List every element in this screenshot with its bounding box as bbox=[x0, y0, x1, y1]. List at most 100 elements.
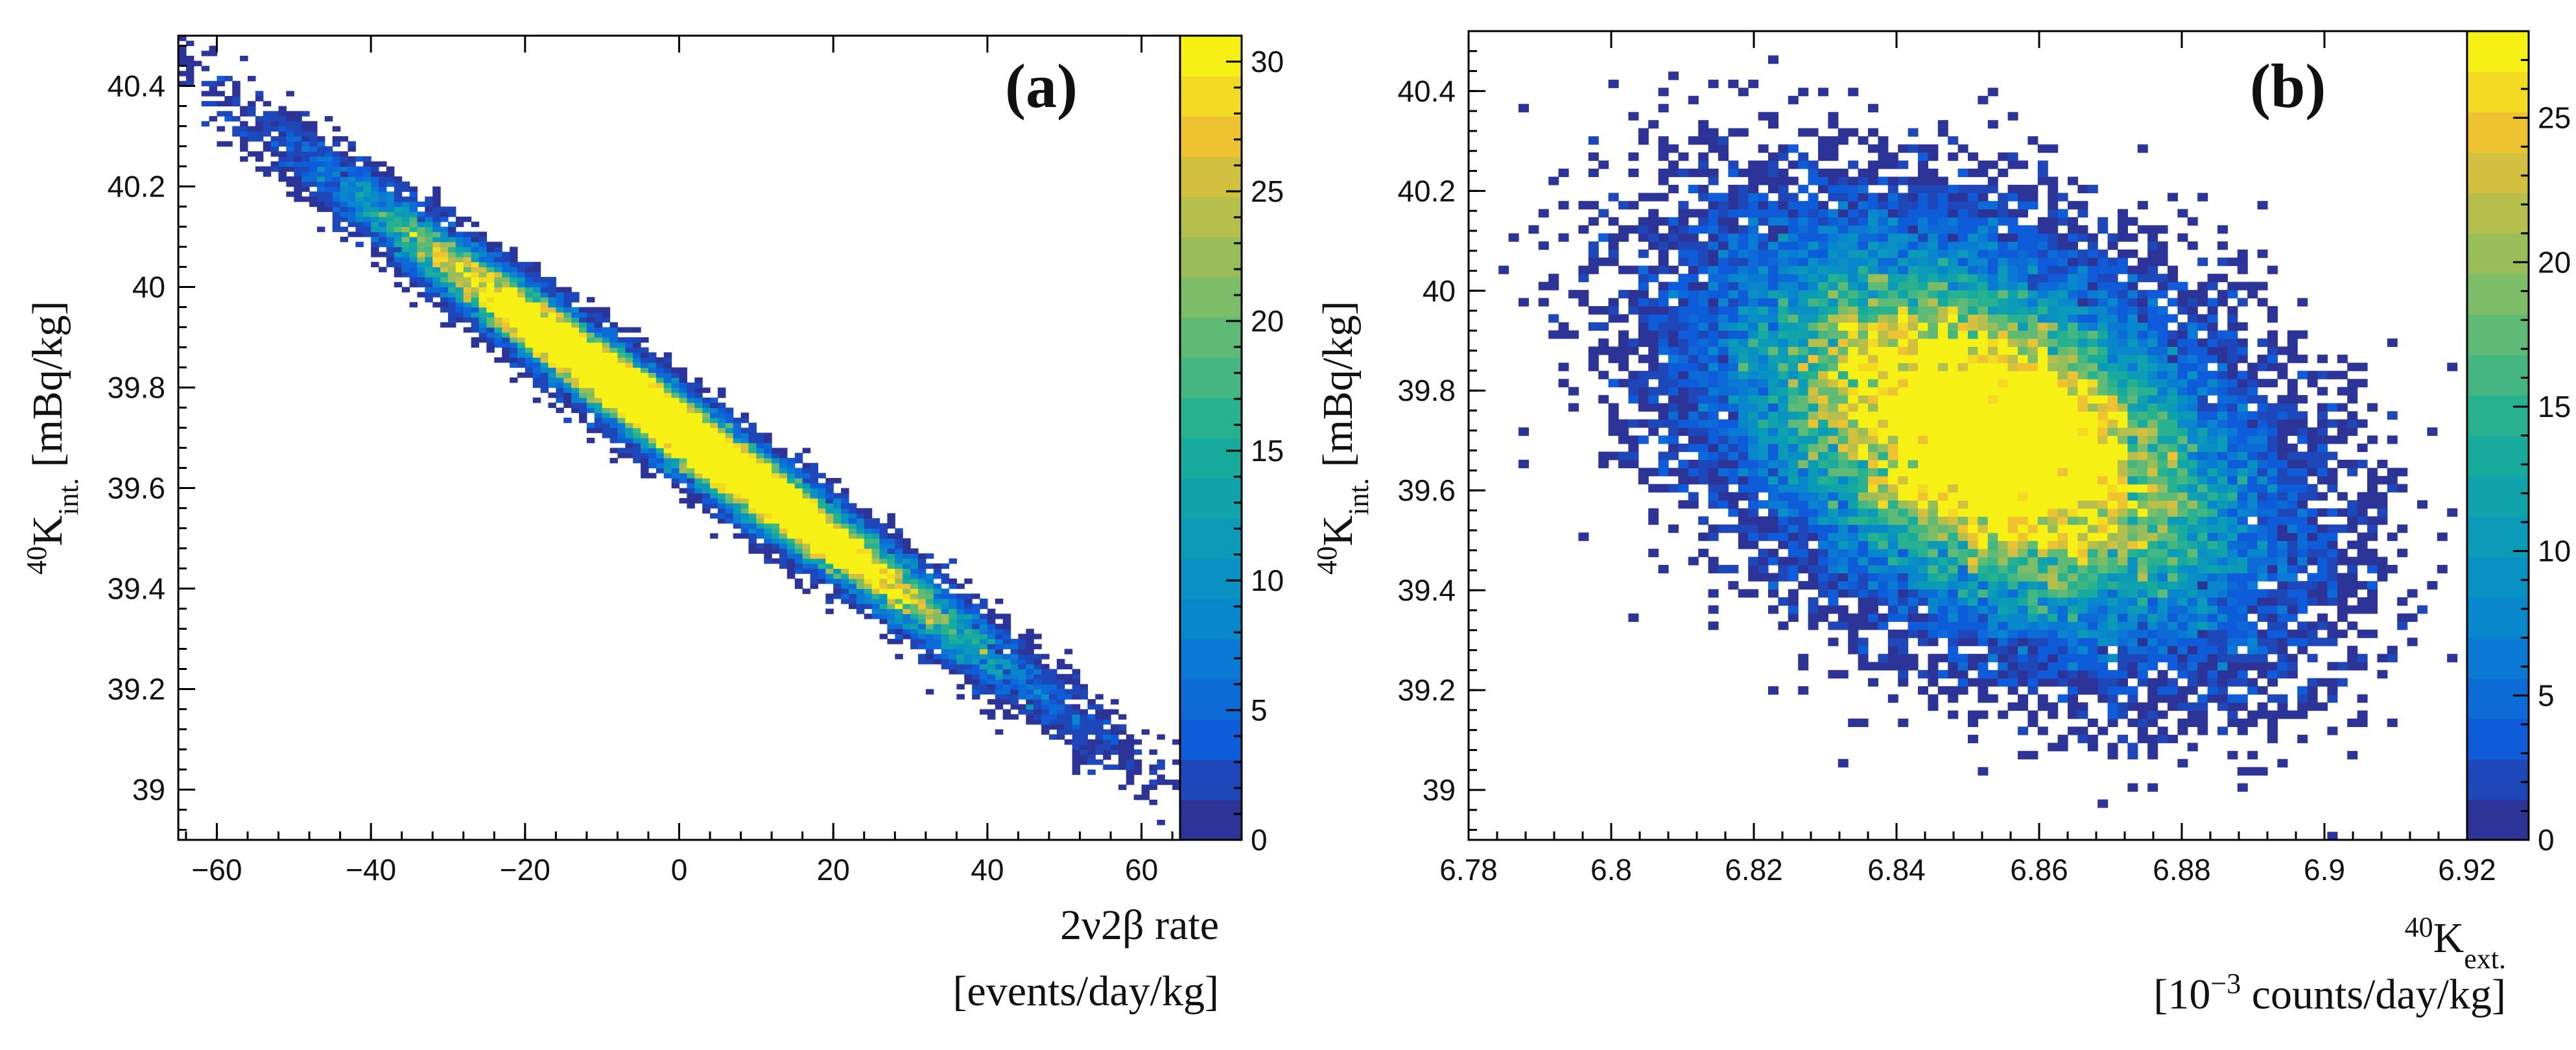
heatmap-cell bbox=[2027, 710, 2038, 719]
heatmap-cell bbox=[579, 342, 587, 348]
heatmap-cell bbox=[2127, 468, 2138, 477]
heatmap-cell bbox=[2287, 468, 2298, 477]
heatmap-cell bbox=[1887, 492, 1898, 501]
heatmap-cell bbox=[548, 377, 556, 383]
heatmap-cell bbox=[332, 201, 341, 208]
heatmap-cell bbox=[2087, 662, 2098, 671]
heatmap-cell bbox=[2197, 427, 2208, 436]
heatmap-cell bbox=[694, 398, 703, 403]
heatmap-cell bbox=[1928, 468, 1939, 477]
heatmap-cell bbox=[2217, 670, 2228, 679]
heatmap-cell bbox=[263, 141, 272, 147]
heatmap-cell bbox=[887, 543, 895, 549]
heatmap-cell bbox=[2177, 662, 2188, 671]
heatmap-cell bbox=[1987, 580, 1998, 590]
heatmap-cell bbox=[2327, 678, 2338, 687]
heatmap-cell bbox=[2197, 710, 2208, 719]
heatmap-cell bbox=[2077, 395, 2088, 404]
heatmap-cell bbox=[1957, 508, 1968, 517]
heatmap-cell bbox=[2257, 573, 2268, 582]
heatmap-cell bbox=[2327, 403, 2338, 412]
heatmap-cell bbox=[1848, 540, 1859, 549]
heatmap-cell bbox=[609, 433, 619, 438]
heatmap-cell bbox=[1778, 484, 1789, 493]
heatmap-cell bbox=[1898, 403, 1909, 412]
heatmap-cell bbox=[1768, 411, 1778, 420]
heatmap-cell bbox=[348, 156, 356, 162]
heatmap-cell bbox=[340, 197, 349, 202]
heatmap-cell bbox=[409, 232, 418, 237]
heatmap-cell bbox=[486, 267, 495, 272]
heatmap-cell bbox=[972, 623, 980, 630]
heatmap-cell bbox=[1778, 540, 1789, 549]
heatmap-cell bbox=[656, 377, 665, 383]
heatmap-cell bbox=[1878, 565, 1889, 574]
heatmap-cell bbox=[2237, 451, 2248, 460]
heatmap-cell bbox=[1868, 613, 1878, 622]
heatmap-cell bbox=[2207, 645, 2218, 654]
heatmap-cell bbox=[2127, 605, 2138, 614]
heatmap-cell bbox=[1738, 532, 1749, 542]
heatmap-cell bbox=[1878, 475, 1889, 484]
heatmap-cell bbox=[1957, 443, 1968, 453]
heatmap-cell bbox=[825, 478, 834, 484]
heatmap-cell bbox=[2037, 427, 2048, 436]
heatmap-cell bbox=[556, 297, 564, 303]
heatmap-cell bbox=[510, 267, 518, 272]
colorbar-band bbox=[1180, 639, 1242, 680]
heatmap-cell bbox=[2027, 605, 2038, 614]
colorbar-tick-label: 25 bbox=[1251, 174, 1284, 208]
heatmap-cell bbox=[371, 166, 379, 172]
heatmap-cell bbox=[301, 176, 310, 182]
heatmap-cell bbox=[679, 427, 687, 433]
heatmap-cell bbox=[2007, 411, 2018, 420]
heatmap-cell bbox=[717, 438, 726, 444]
heatmap-cell bbox=[532, 337, 541, 343]
heatmap-cell bbox=[825, 599, 834, 604]
heatmap-cell bbox=[479, 327, 487, 333]
heatmap-cell bbox=[609, 352, 619, 358]
heatmap-cell bbox=[602, 347, 611, 353]
heatmap-cell bbox=[2027, 492, 2038, 501]
heatmap-cell bbox=[332, 191, 341, 197]
heatmap-cell bbox=[694, 427, 703, 433]
heatmap-cell bbox=[1908, 419, 1919, 428]
heatmap-cell bbox=[633, 438, 641, 444]
heatmap-cell bbox=[371, 201, 379, 208]
heatmap-cell bbox=[2068, 540, 2078, 549]
heatmap-cell bbox=[864, 538, 873, 544]
heatmap-cell bbox=[964, 593, 973, 599]
heatmap-cell bbox=[786, 568, 796, 574]
heatmap-cell bbox=[2327, 694, 2338, 703]
heatmap-cell bbox=[2037, 638, 2048, 647]
heatmap-cell bbox=[517, 352, 526, 358]
heatmap-cell bbox=[779, 453, 788, 459]
heatmap-cell bbox=[440, 237, 449, 243]
heatmap-cell bbox=[1748, 500, 1759, 509]
heatmap-cell bbox=[1064, 674, 1073, 680]
heatmap-cell bbox=[2168, 500, 2178, 509]
heatmap-cell bbox=[2118, 427, 2128, 436]
heatmap-cell bbox=[1748, 427, 1759, 436]
heatmap-cell bbox=[363, 186, 372, 192]
heatmap-cell bbox=[2027, 508, 2038, 517]
heatmap-cell bbox=[270, 166, 279, 172]
heatmap-cell bbox=[1858, 475, 1869, 484]
heatmap-cell bbox=[1034, 714, 1042, 720]
heatmap-cell bbox=[2177, 508, 2188, 517]
heatmap-cell bbox=[486, 297, 495, 303]
heatmap-cell bbox=[1658, 484, 1669, 493]
heatmap-cell bbox=[1898, 654, 1909, 663]
heatmap-cell bbox=[240, 121, 248, 127]
heatmap-cell bbox=[286, 161, 294, 167]
heatmap-cell bbox=[2157, 573, 2168, 582]
heatmap-cell bbox=[1808, 484, 1819, 493]
heatmap-cell bbox=[217, 141, 225, 147]
heatmap-cell bbox=[2137, 621, 2148, 630]
heatmap-cell bbox=[2187, 532, 2198, 542]
heatmap-cell bbox=[278, 151, 287, 157]
heatmap-cell bbox=[941, 573, 950, 579]
heatmap-cell bbox=[656, 407, 665, 413]
heatmap-cell bbox=[532, 287, 541, 292]
heatmap-cell bbox=[1087, 754, 1096, 760]
